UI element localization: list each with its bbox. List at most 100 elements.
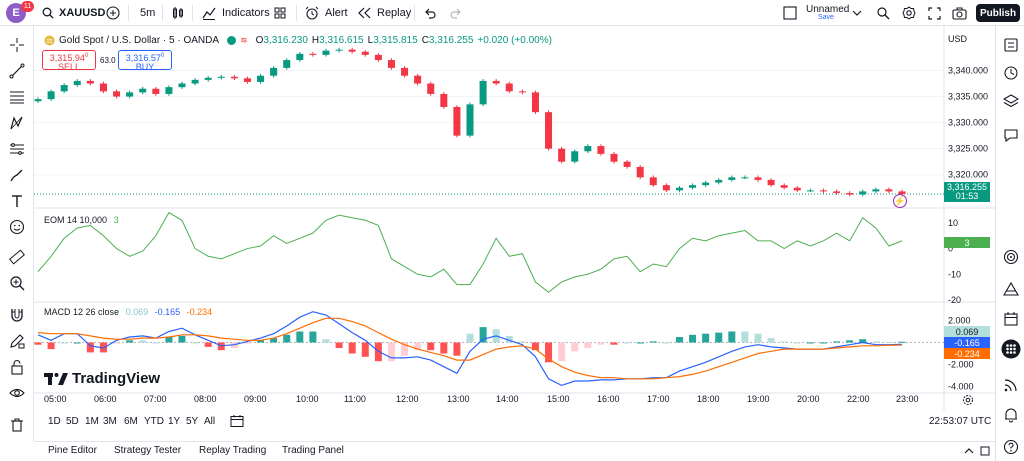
macd-histogram-bar xyxy=(440,342,448,354)
candle-body xyxy=(86,80,94,84)
range-button-5y[interactable]: 5Y xyxy=(186,416,199,427)
candle-body xyxy=(597,146,605,154)
tab-strategy-tester[interactable]: Strategy Tester xyxy=(114,445,182,456)
range-button-6m[interactable]: 6M xyxy=(124,416,138,427)
candle-body xyxy=(47,91,55,100)
eom-legend[interactable]: EOM 14 10,000 3 xyxy=(44,215,119,225)
settings-button[interactable] xyxy=(902,0,916,26)
layouts-button[interactable] xyxy=(274,0,286,26)
avatar-letter: E xyxy=(12,7,20,19)
range-button-5d[interactable]: 5D xyxy=(66,416,79,427)
help-button[interactable] xyxy=(999,436,1022,458)
candle-body xyxy=(73,80,81,86)
lightning-icon[interactable]: ⚡ xyxy=(893,194,907,208)
brush-tool[interactable] xyxy=(6,164,28,186)
tab-replay-trading[interactable]: Replay Trading xyxy=(199,445,267,456)
buy-button[interactable]: 3,316.570 BUY xyxy=(118,50,172,72)
eom-value-tag: 3 xyxy=(944,237,990,248)
chart-legend[interactable]: ⚖ Gold Spot / U.S. Dollar · 5 · OANDA ≋ … xyxy=(44,33,552,47)
interval-button[interactable]: 5m xyxy=(140,0,155,26)
tradingview-watermark[interactable]: TradingView xyxy=(44,370,160,387)
layout-name[interactable]: Unnamed xyxy=(806,4,850,15)
measure-tool[interactable] xyxy=(6,246,28,268)
streams-button[interactable] xyxy=(999,278,1022,300)
svg-text:⚖: ⚖ xyxy=(46,37,52,45)
eom-pane[interactable] xyxy=(37,211,903,293)
time-tick-label: 06:00 xyxy=(94,394,117,404)
magnet-tool[interactable] xyxy=(6,304,28,326)
go-to-date-button[interactable] xyxy=(230,414,244,431)
candle-body xyxy=(833,191,841,193)
currency-label[interactable]: USD xyxy=(948,34,968,44)
watchlist-button[interactable] xyxy=(999,34,1022,56)
range-button-1d[interactable]: 1D xyxy=(48,416,61,427)
snapshot-button[interactable] xyxy=(952,0,967,26)
macd-histogram-bar xyxy=(204,342,212,347)
macd-legend[interactable]: MACD 12 26 close 0.069 -0.165 -0.234 xyxy=(44,307,212,317)
range-button-all[interactable]: All xyxy=(204,416,216,427)
calendar-button[interactable] xyxy=(999,308,1022,330)
remove-drawings-tool[interactable] xyxy=(6,414,28,436)
chats-button[interactable] xyxy=(999,124,1022,146)
axis-settings-button[interactable] xyxy=(962,394,974,409)
stay-in-drawing-tool[interactable] xyxy=(6,330,28,352)
forecast-icon xyxy=(10,143,24,155)
chart-type-button[interactable] xyxy=(172,0,184,26)
macd-histogram-bar xyxy=(86,342,94,353)
utc-clock[interactable]: 22:53:07 UTC xyxy=(929,416,992,427)
alert-button[interactable]: Alert xyxy=(305,0,348,26)
publish-button[interactable]: Publish xyxy=(976,4,1020,22)
macd-histogram-bar xyxy=(754,333,762,343)
forecast-tool[interactable] xyxy=(6,138,28,160)
signals-button[interactable] xyxy=(999,374,1022,396)
redo-button[interactable] xyxy=(450,0,462,26)
maximize-panel-button[interactable] xyxy=(980,446,990,459)
collapse-panel-button[interactable] xyxy=(964,446,974,458)
symbol-search-button[interactable]: XAUUSD xyxy=(42,0,105,26)
mountain-icon xyxy=(1002,281,1019,296)
fib-tool[interactable] xyxy=(6,86,28,108)
range-button-1y[interactable]: 1Y xyxy=(168,416,181,427)
pattern-tool[interactable] xyxy=(6,112,28,134)
tab-pine-editor[interactable]: Pine Editor xyxy=(48,445,97,456)
price-pane[interactable] xyxy=(34,47,944,197)
layout-save-label[interactable]: Save xyxy=(818,14,834,21)
replay-button[interactable]: Replay xyxy=(358,0,411,26)
hotlist-button[interactable] xyxy=(999,90,1022,112)
bell-icon xyxy=(1004,408,1017,423)
quick-search-button[interactable] xyxy=(876,0,890,26)
macd-histogram-bar xyxy=(283,334,291,343)
products-button[interactable] xyxy=(999,338,1022,360)
range-button-1m[interactable]: 1M xyxy=(85,416,99,427)
compare-symbol-button[interactable] xyxy=(106,0,120,26)
notifications-button[interactable] xyxy=(999,404,1022,426)
time-axis[interactable]: 05:00 06:00 07:00 08:00 09:00 10:00 11:00 12:00… xyxy=(34,392,944,408)
range-button-ytd[interactable]: YTD xyxy=(144,416,164,427)
ideas-button[interactable] xyxy=(999,246,1022,268)
alerts-panel-button[interactable] xyxy=(999,62,1022,84)
zoom-tool[interactable] xyxy=(6,272,28,294)
time-tick-label: 14:00 xyxy=(496,394,519,404)
tab-trading-panel[interactable]: Trading Panel xyxy=(282,445,344,456)
lock-tool[interactable] xyxy=(6,356,28,378)
zoom-in-icon xyxy=(10,276,25,291)
redo-icon xyxy=(450,8,461,19)
range-button-3m[interactable]: 3M xyxy=(103,416,117,427)
layout-menu-button[interactable] xyxy=(852,0,862,26)
layout-checkbox[interactable] xyxy=(783,0,797,26)
search-icon xyxy=(42,7,54,19)
fullscreen-button[interactable] xyxy=(928,0,941,26)
emoji-tool[interactable] xyxy=(6,216,28,238)
visibility-tool[interactable] xyxy=(6,382,28,404)
indicators-button[interactable]: Indicators xyxy=(202,0,270,26)
clock-icon xyxy=(1003,66,1018,80)
undo-button[interactable] xyxy=(424,0,436,26)
sell-button[interactable]: 3,315.940 SELL xyxy=(42,50,96,72)
trend-line-tool[interactable] xyxy=(6,60,28,82)
text-tool[interactable] xyxy=(6,190,28,212)
chart-canvas[interactable]: 3,340.000 3,335.000 3,330.000 3,325.000 3,32… xyxy=(34,26,995,411)
crosshair-tool[interactable] xyxy=(6,34,28,56)
time-tick-label: 19:00 xyxy=(747,394,770,404)
macd-histogram-bar xyxy=(767,338,775,343)
macd-pane[interactable] xyxy=(34,311,944,387)
